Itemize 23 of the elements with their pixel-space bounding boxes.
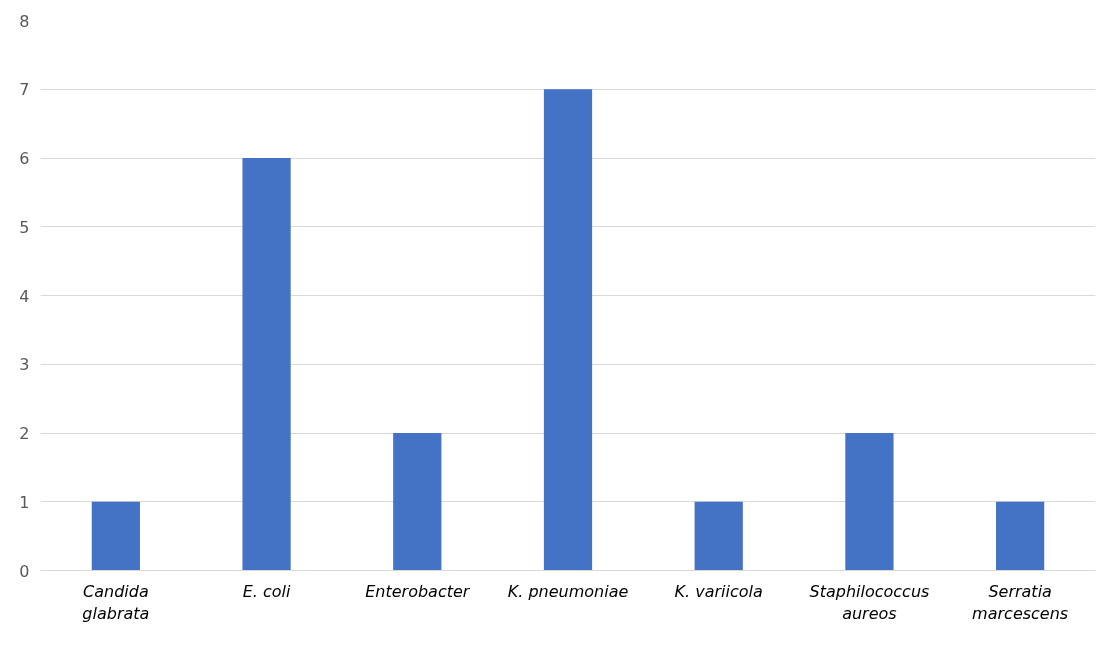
x-tick-label: K. variicola [674, 581, 763, 601]
x-tick-label: E. coli [242, 581, 292, 601]
y-tick-label: 8 [19, 11, 30, 31]
y-tick-label: 1 [19, 492, 30, 512]
bar [845, 433, 894, 571]
x-tick-label: Staphilococcus aureos [809, 581, 930, 624]
y-tick-label: 7 [19, 80, 30, 100]
bar [393, 433, 442, 571]
x-tick-label: Enterobacter [365, 581, 471, 601]
x-tick-label: K. pneumoniae [507, 581, 629, 601]
y-tick-label: 2 [19, 424, 30, 443]
x-tick-label: Serratia marcescens [972, 581, 1069, 624]
bar [543, 89, 593, 571]
y-tick-label: 3 [19, 355, 30, 375]
y-tick-label: 4 [19, 286, 30, 306]
y-tick-label: 6 [19, 149, 30, 168]
bar [996, 501, 1045, 571]
bar [242, 158, 291, 571]
y-tick-label: 0 [19, 561, 30, 581]
x-tick-label: Candida glabrata [82, 581, 150, 624]
bar [694, 501, 743, 571]
bar [91, 501, 140, 571]
y-tick-label: 5 [19, 217, 30, 237]
